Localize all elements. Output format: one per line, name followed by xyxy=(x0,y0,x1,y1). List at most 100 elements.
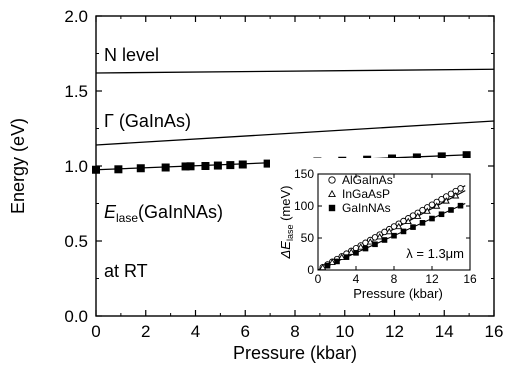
inset-gainnas-point xyxy=(457,202,464,209)
inset-x-tick-label: 8 xyxy=(391,272,398,286)
inset-ingaasp-point xyxy=(328,258,336,266)
gamma-label: Γ (GaInAs) xyxy=(104,111,191,131)
elase-rest: (GaInNAs) xyxy=(138,202,223,222)
elase-point xyxy=(412,153,421,162)
inset-y-axis-title: ΔElase (meV) xyxy=(278,186,295,260)
inset-ingaasp-point xyxy=(433,202,441,209)
elase-point xyxy=(226,161,235,170)
inset-ingaasp-point xyxy=(357,243,365,250)
elase-point xyxy=(181,162,190,171)
main-annotations: N level Γ (GaInAs) Elase(GaInNAs) at RT xyxy=(104,45,223,281)
inset-gainnas-point xyxy=(372,241,378,248)
inset-ingaasp-point xyxy=(319,263,327,271)
x-tick-label: 10 xyxy=(335,322,354,341)
inset-algainas-point xyxy=(419,206,426,214)
inset-ingaasp-point xyxy=(452,192,460,199)
inset-y-tick-label: 0 xyxy=(307,263,314,277)
inset-ingaasp-point xyxy=(366,238,374,245)
inset-ingaasp-point xyxy=(385,227,393,235)
inset-legend-ingaasp-marker xyxy=(328,189,336,198)
inset-gainnas-point xyxy=(400,228,407,235)
elase-point xyxy=(201,162,210,170)
x-axis-title: Pressure (kbar) xyxy=(233,343,357,363)
inset-gainnas-point xyxy=(419,220,426,226)
x-tick-label: 4 xyxy=(191,322,200,341)
main-plot: 0 2 4 6 8 10 12 14 16 0.0 0.5 1.0 1.5 2.0 Pressure (kb… xyxy=(8,7,503,363)
elase-main: E xyxy=(104,202,117,222)
inset-algainas-point xyxy=(438,196,445,203)
inset-y-tick-label: 100 xyxy=(294,199,314,213)
inset-ingaasp-point xyxy=(376,232,384,240)
inset-ingaasp-point xyxy=(338,253,346,260)
inset-wavelength-label: λ = 1.3μm xyxy=(406,246,464,261)
inset-gainnas-point xyxy=(391,232,397,239)
inset-ylabel-main: ΔE xyxy=(278,241,293,260)
y-tick-label: 0.0 xyxy=(64,307,88,326)
inset-legend-gainnas-marker xyxy=(328,204,336,212)
inset-y-tick-label: 50 xyxy=(301,231,315,245)
inset-gainnas-point xyxy=(438,211,445,218)
elase-point xyxy=(263,159,272,168)
inset-ingaasp-point xyxy=(347,248,355,255)
elase-point xyxy=(114,165,123,174)
inset-gainnas-point xyxy=(381,237,388,243)
inset-ingaasp-point xyxy=(442,197,450,204)
y-tick-label: 0.5 xyxy=(64,232,88,251)
elase-point xyxy=(136,164,145,173)
inset-algainas-point xyxy=(447,190,455,198)
inset-gainnas-point xyxy=(448,207,454,213)
x-tick-label: 8 xyxy=(290,322,299,341)
n-level-label: N level xyxy=(104,45,159,65)
inset-gainnas-point xyxy=(324,262,331,269)
elase-point xyxy=(238,160,247,169)
elase-point xyxy=(462,151,471,160)
inset-gainnas-point xyxy=(410,224,416,230)
inset-gainnas-point xyxy=(334,258,340,265)
inset-legend-gainnas-label: GaInNAs xyxy=(342,201,391,215)
inset-legend-algainas-label: AlGaInAs xyxy=(342,173,393,187)
gamma-line xyxy=(95,120,495,146)
x-tick-label: 6 xyxy=(241,322,250,341)
inset-x-tick-label: 16 xyxy=(463,272,477,286)
inset-gainnas-point xyxy=(362,245,369,252)
inset-gainnas-point xyxy=(429,215,435,222)
elase-label: Elase(GaInNAs) xyxy=(104,202,223,225)
n-level-line xyxy=(95,68,495,74)
elase-point xyxy=(92,165,100,174)
elase-point xyxy=(213,161,222,170)
inset-ingaasp-point xyxy=(404,217,412,225)
inset-ingaasp-point xyxy=(423,207,431,214)
inset-ingaasp-point xyxy=(395,222,403,230)
inset-algainas-point xyxy=(428,201,436,208)
x-tick-label: 2 xyxy=(141,322,150,341)
inset-x-tick-label: 12 xyxy=(425,272,439,286)
x-tick-label: 12 xyxy=(385,322,404,341)
inset-y-tick-label: 150 xyxy=(294,167,314,181)
elase-point xyxy=(437,152,446,161)
y-tick-label: 1.5 xyxy=(64,82,88,101)
y-tick-label: 1.0 xyxy=(64,157,88,176)
temperature-label: at RT xyxy=(104,261,148,281)
inset-legend-ingaasp-label: InGaAsP xyxy=(342,187,390,201)
inset-algainas-point xyxy=(457,185,464,192)
x-tick-label: 14 xyxy=(435,322,454,341)
elase-point xyxy=(186,162,195,171)
inset-plot: 0 4 8 12 16 0 50 100 150 Pressure (kbar) ΔElase (m… xyxy=(270,158,484,306)
inset-x-axis-title: Pressure (kbar) xyxy=(353,286,443,301)
inset-ingaasp-point xyxy=(414,212,422,219)
y-tick-label: 2.0 xyxy=(64,7,88,26)
inset-algainas-point xyxy=(400,217,407,225)
inset-gainnas-point xyxy=(353,250,359,256)
inset-ylabel-sub: lase xyxy=(285,225,295,242)
inset-x-tick-label: 0 xyxy=(315,272,322,286)
inset-x-tick-label: 4 xyxy=(353,272,360,286)
inset-gainnas-point xyxy=(343,254,350,260)
elase-sub: lase xyxy=(116,211,138,225)
x-tick-label: 0 xyxy=(91,322,100,341)
y-axis-title: Energy (eV) xyxy=(8,118,28,214)
inset-legend-algainas-marker xyxy=(328,176,336,184)
elase-point xyxy=(161,163,170,172)
inset-algainas-point xyxy=(409,212,417,219)
